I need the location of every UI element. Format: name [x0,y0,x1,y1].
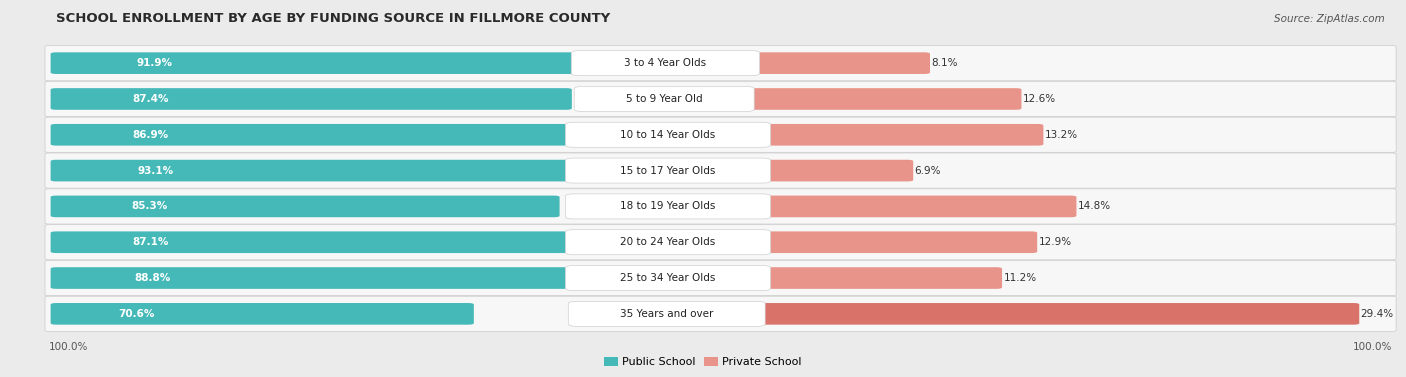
Text: 18 to 19 Year Olds: 18 to 19 Year Olds [620,201,716,211]
FancyBboxPatch shape [754,303,1360,325]
Text: 5 to 9 Year Old: 5 to 9 Year Old [626,94,703,104]
FancyBboxPatch shape [574,86,754,112]
Text: 14.8%: 14.8% [1078,201,1111,211]
FancyBboxPatch shape [568,301,765,326]
FancyBboxPatch shape [45,189,1396,224]
Text: 29.4%: 29.4% [1361,309,1393,319]
FancyBboxPatch shape [742,88,1021,110]
Text: 12.6%: 12.6% [1022,94,1056,104]
FancyBboxPatch shape [759,267,1002,289]
FancyBboxPatch shape [51,267,581,289]
Text: 25 to 34 Year Olds: 25 to 34 Year Olds [620,273,716,283]
Text: 3 to 4 Year Olds: 3 to 4 Year Olds [624,58,707,68]
Text: 20 to 24 Year Olds: 20 to 24 Year Olds [620,237,716,247]
Text: 15 to 17 Year Olds: 15 to 17 Year Olds [620,166,716,176]
Text: 11.2%: 11.2% [1004,273,1036,283]
FancyBboxPatch shape [45,117,1396,152]
Text: Source: ZipAtlas.com: Source: ZipAtlas.com [1274,14,1385,24]
FancyBboxPatch shape [45,261,1396,296]
Text: 13.2%: 13.2% [1045,130,1078,140]
FancyBboxPatch shape [45,46,1396,81]
FancyBboxPatch shape [45,296,1396,331]
FancyBboxPatch shape [51,303,474,325]
FancyBboxPatch shape [748,52,929,74]
Text: 35 Years and over: 35 Years and over [620,309,713,319]
FancyBboxPatch shape [759,124,1043,146]
Text: 12.9%: 12.9% [1039,237,1071,247]
FancyBboxPatch shape [565,194,770,219]
Text: 87.4%: 87.4% [132,94,169,104]
FancyBboxPatch shape [51,52,598,74]
FancyBboxPatch shape [565,265,770,291]
FancyBboxPatch shape [565,122,770,147]
Text: 10 to 14 Year Olds: 10 to 14 Year Olds [620,130,716,140]
FancyBboxPatch shape [759,196,1077,217]
FancyBboxPatch shape [51,196,560,217]
Text: 87.1%: 87.1% [132,237,169,247]
Text: 85.3%: 85.3% [131,201,167,211]
Text: 8.1%: 8.1% [931,58,957,68]
FancyBboxPatch shape [565,158,770,183]
FancyBboxPatch shape [45,153,1396,188]
Legend: Public School, Private School: Public School, Private School [600,352,806,371]
Text: SCHOOL ENROLLMENT BY AGE BY FUNDING SOURCE IN FILLMORE COUNTY: SCHOOL ENROLLMENT BY AGE BY FUNDING SOUR… [56,12,610,25]
Text: 100.0%: 100.0% [1353,342,1392,352]
Text: 88.8%: 88.8% [134,273,170,283]
Text: 70.6%: 70.6% [118,309,155,319]
Text: 86.9%: 86.9% [132,130,169,140]
FancyBboxPatch shape [51,160,605,181]
FancyBboxPatch shape [571,51,759,76]
Text: 91.9%: 91.9% [136,58,173,68]
FancyBboxPatch shape [759,231,1038,253]
Text: 100.0%: 100.0% [49,342,89,352]
FancyBboxPatch shape [45,225,1396,260]
Text: 6.9%: 6.9% [915,166,941,176]
FancyBboxPatch shape [759,160,914,181]
FancyBboxPatch shape [45,81,1396,116]
FancyBboxPatch shape [51,124,569,146]
FancyBboxPatch shape [51,231,569,253]
Text: 93.1%: 93.1% [138,166,174,176]
FancyBboxPatch shape [565,230,770,255]
FancyBboxPatch shape [51,88,572,110]
